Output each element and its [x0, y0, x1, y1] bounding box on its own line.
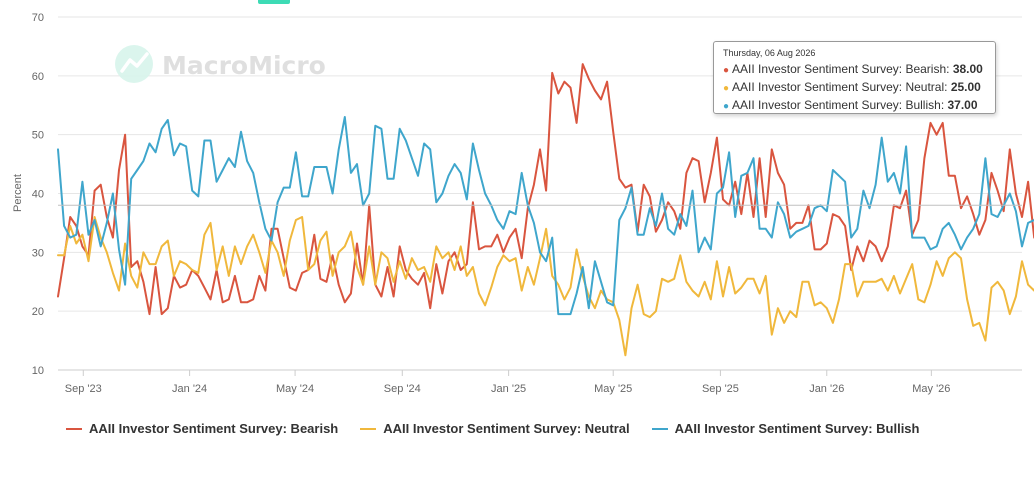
x-tick-label: Sep '24: [384, 383, 421, 395]
watermark-trend-icon: [120, 52, 149, 73]
tooltip-label-bullish: AAII Investor Sentiment Survey: Bullish: [732, 98, 941, 112]
tooltip-row-bullish: ● AAII Investor Sentiment Survey: Bullish…: [723, 98, 978, 112]
series-line-bearish: [57, 63, 1034, 316]
tooltip-label-bearish: AAII Investor Sentiment Survey: Bearish: [732, 62, 947, 76]
y-tick-label: 40: [32, 189, 44, 201]
tooltip-value-bullish: 37.00: [947, 98, 978, 112]
axis-layer: 10 20 30 40 50 60 70 Sep '23 Jan '24 May '24 Sep '…: [32, 12, 1022, 395]
tooltip-row-bearish: ● AAII Investor Sentiment Survey: Bearish…: [723, 62, 983, 76]
legend-item-bullish[interactable]: AAII Investor Sentiment Survey: Bullish: [651, 421, 920, 436]
y-tick-label: 60: [32, 71, 44, 83]
bullish-line-icon: [651, 427, 668, 430]
top-strip-accent: [258, 0, 290, 4]
legend-label-bullish: AAII Investor Sentiment Survey: Bullish: [674, 421, 920, 436]
x-tick-label: Sep '25: [702, 383, 739, 395]
series-layer: [57, 63, 1034, 357]
x-tick-label: Jan '25: [491, 383, 526, 395]
series-line-bullish: [57, 116, 1034, 316]
neutral-line-icon: [360, 427, 377, 430]
y-tick-label: 10: [32, 365, 44, 377]
bullish-dot-icon: ●: [723, 101, 730, 112]
y-tick-label: 50: [32, 130, 44, 142]
y-tick-label: 30: [32, 247, 44, 259]
sentiment-line-chart[interactable]: MacroMicro 10 20 30 40 50 60 70 Sep '23 Jan '24 M…: [0, 0, 1034, 410]
y-axis-label: Percent: [12, 174, 24, 212]
legend-item-bearish[interactable]: AAII Investor Sentiment Survey: Bearish: [66, 421, 338, 436]
x-tick-label: Jan '26: [809, 383, 844, 395]
bearish-line-icon: [66, 427, 82, 430]
chart-legend: AAII Investor Sentiment Survey: Bearish …: [66, 421, 919, 436]
x-tick-label: May '25: [594, 383, 632, 395]
neutral-dot-icon: ●: [723, 83, 730, 94]
tooltip-row-neutral: ● AAII Investor Sentiment Survey: Neutral…: [723, 80, 981, 94]
bearish-dot-icon: ●: [723, 65, 730, 76]
tooltip-value-bearish: 38.00: [952, 62, 983, 76]
x-tick-label: May '26: [912, 383, 950, 395]
tooltip-value-neutral: 25.00: [950, 80, 981, 94]
tooltip-date: Thursday, 06 Aug 2026: [723, 48, 816, 58]
hover-tooltip: Thursday, 06 Aug 2026 ● AAII Investor Sen…: [713, 41, 996, 114]
x-tick-label: Sep '23: [65, 383, 102, 395]
y-tick-label: 20: [32, 306, 44, 318]
y-tick-label: 70: [32, 12, 44, 24]
x-tick-label: May '24: [276, 383, 314, 395]
x-tick-label: Jan '24: [172, 383, 207, 395]
watermark-text: MacroMicro: [162, 51, 326, 80]
legend-label-neutral: AAII Investor Sentiment Survey: Neutral: [383, 421, 630, 436]
legend-label-bearish: AAII Investor Sentiment Survey: Bearish: [89, 421, 339, 436]
legend-item-neutral[interactable]: AAII Investor Sentiment Survey: Neutral: [360, 421, 630, 436]
macromicro-watermark: MacroMicro: [115, 45, 326, 83]
tooltip-label-neutral: AAII Investor Sentiment Survey: Neutral: [732, 80, 945, 94]
